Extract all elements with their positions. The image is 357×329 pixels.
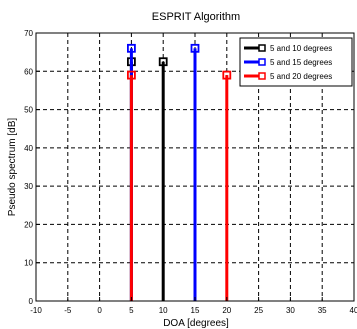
- y-tick-label: 30: [24, 182, 33, 191]
- x-tick-label: 40: [350, 306, 357, 315]
- y-axis-ticks: 0 10 20 30 40 50 60 70: [24, 29, 40, 306]
- x-tick-label: 20: [222, 306, 231, 315]
- x-tick-label: 15: [191, 306, 200, 315]
- stem-marker: [222, 70, 232, 80]
- legend-marker: [258, 58, 266, 66]
- x-tick-label: 5: [129, 306, 134, 315]
- x-tick-label: 30: [286, 306, 295, 315]
- legend-label: 5 and 10 degrees: [270, 44, 332, 53]
- stem-marker: [190, 43, 200, 53]
- y-axis-label: Pseudo spectrum [dB]: [7, 118, 18, 217]
- x-tick-label: -5: [64, 306, 72, 315]
- legend: 5 and 10 degrees 5 and 15 degrees 5 and 20…: [239, 37, 353, 87]
- stem-marker: [158, 57, 168, 67]
- x-tick-label: 0: [97, 306, 102, 315]
- x-axis-label: DOA [degrees]: [163, 318, 229, 329]
- y-tick-label: 10: [24, 259, 33, 268]
- y-tick-label: 0: [29, 297, 34, 306]
- y-tick-label: 40: [24, 144, 33, 153]
- y-tick-label: 70: [24, 29, 33, 38]
- x-tick-label: 35: [318, 306, 327, 315]
- legend-marker: [258, 44, 266, 52]
- y-tick-label: 50: [24, 106, 33, 115]
- x-tick-label: 25: [254, 306, 263, 315]
- y-tick-label: 60: [24, 67, 33, 76]
- legend-marker: [258, 72, 266, 80]
- stem-series: [127, 43, 232, 301]
- chart-title: ESPRIT Algorithm: [152, 11, 240, 23]
- legend-label: 5 and 15 degrees: [270, 58, 332, 67]
- x-tick-label: 10: [159, 306, 168, 315]
- stem-marker: [127, 70, 136, 80]
- legend-label: 5 and 20 degrees: [270, 72, 332, 81]
- stem-marker: [127, 43, 136, 53]
- y-tick-label: 20: [24, 220, 33, 229]
- x-axis-ticks: -10 -5 0 5 10 15 20 25 30 35 40: [30, 297, 357, 315]
- x-tick-label: -10: [30, 306, 42, 315]
